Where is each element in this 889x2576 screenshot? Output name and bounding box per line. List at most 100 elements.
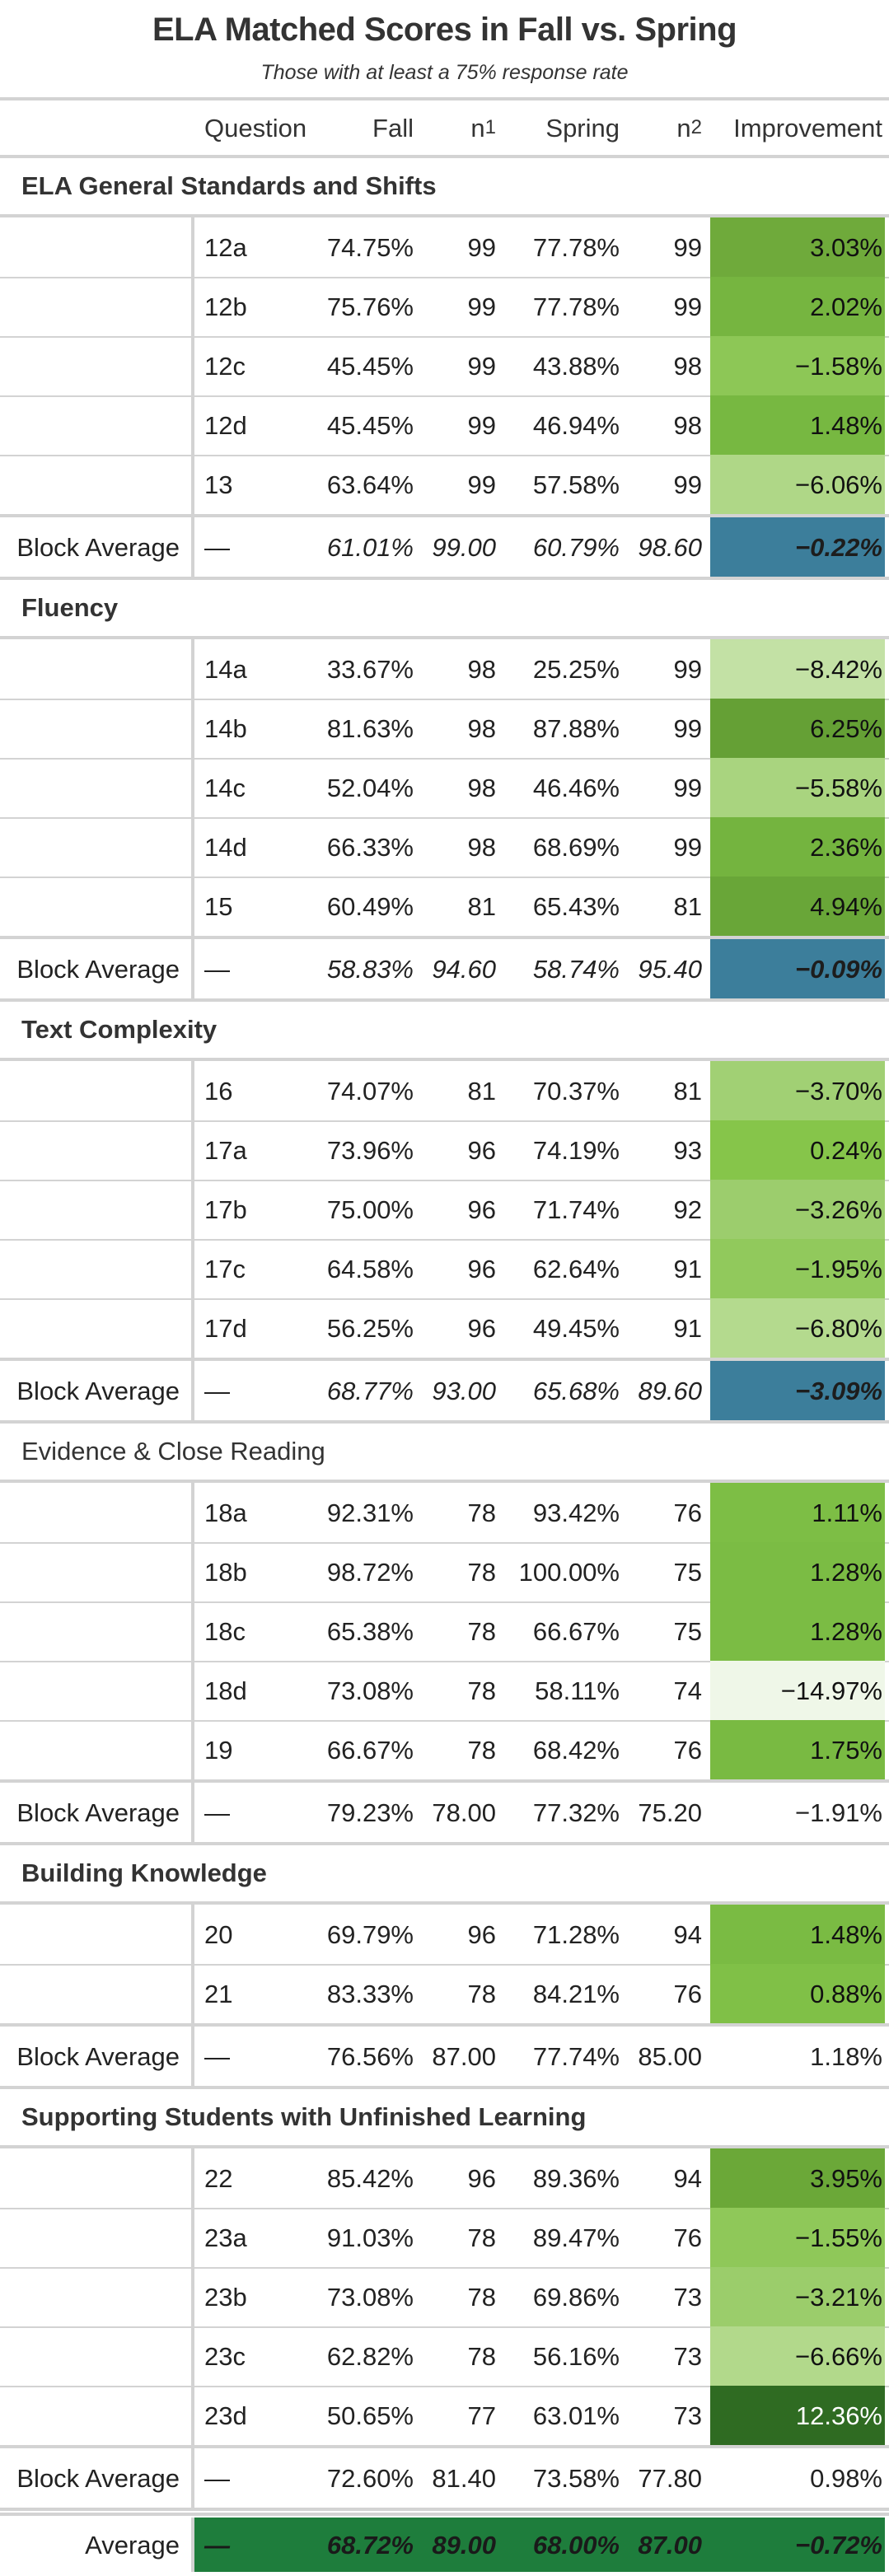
fall-cell: 66.67% bbox=[326, 1735, 414, 1765]
column-separator bbox=[191, 2148, 194, 2508]
improvement-cell: −6.80% bbox=[794, 1313, 882, 1343]
group-title: Text Complexity bbox=[21, 1015, 218, 1044]
n1-cell: 98 bbox=[467, 654, 496, 684]
improvement-cell: −3.26% bbox=[794, 1194, 882, 1224]
improvement-cell: −3.70% bbox=[794, 1076, 882, 1106]
group-title-rule bbox=[0, 1058, 889, 1061]
improvement-cell-bg bbox=[710, 699, 885, 758]
fall-cell: 52.04% bbox=[326, 773, 414, 802]
row-divider bbox=[0, 2208, 889, 2209]
improvement-cell: −6.06% bbox=[794, 470, 882, 499]
block-average-dash: — bbox=[204, 1798, 230, 1827]
n1-cell: 78 bbox=[467, 1735, 496, 1765]
fall-cell: 98.72% bbox=[326, 1557, 414, 1587]
question-cell: 15 bbox=[204, 891, 233, 921]
block-average-dash: — bbox=[204, 2041, 230, 2071]
row-divider bbox=[0, 1298, 889, 1300]
improvement-cell-bg bbox=[710, 1964, 885, 2023]
improvement-cell-bg bbox=[710, 455, 885, 514]
n1-cell: 78 bbox=[467, 1676, 496, 1705]
n2-cell: 99 bbox=[673, 292, 702, 321]
improvement-cell-bg bbox=[710, 1601, 885, 1661]
improvement-cell: 3.03% bbox=[810, 232, 882, 262]
block-average-dash: — bbox=[204, 2463, 230, 2493]
block-average-n1: 93.00 bbox=[432, 1376, 496, 1405]
block-average-rule bbox=[0, 2023, 889, 2027]
fall-cell: 65.38% bbox=[326, 1616, 414, 1646]
question-cell: 16 bbox=[204, 1076, 233, 1106]
column-separator bbox=[191, 1905, 194, 2086]
row-divider bbox=[0, 758, 889, 760]
block-bottom-rule bbox=[0, 577, 889, 580]
row-divider bbox=[0, 395, 889, 397]
improvement-cell: 1.28% bbox=[810, 1557, 882, 1587]
spring-cell: 56.16% bbox=[532, 2341, 620, 2371]
block-average-dash: — bbox=[204, 532, 230, 562]
improvement-cell-bg bbox=[710, 2386, 885, 2445]
group-title: Supporting Students with Unfinished Lear… bbox=[21, 2102, 587, 2131]
row-divider bbox=[0, 455, 889, 456]
n1-cell: 99 bbox=[467, 232, 496, 262]
block-average-improvement-bg bbox=[710, 939, 885, 998]
n1-cell: 81 bbox=[467, 891, 496, 921]
row-divider bbox=[0, 817, 889, 819]
n2-cell: 81 bbox=[673, 1076, 702, 1106]
question-cell: 23d bbox=[204, 2401, 247, 2430]
header-spring: Spring bbox=[545, 113, 620, 143]
grand-average-label: Average bbox=[85, 2530, 180, 2560]
question-cell: 17d bbox=[204, 1313, 247, 1343]
n2-cell: 73 bbox=[673, 2341, 702, 2371]
question-cell: 18b bbox=[204, 1557, 247, 1587]
block-average-improvement-bg bbox=[710, 1783, 885, 1842]
block-average-n1: 87.00 bbox=[432, 2041, 496, 2071]
n2-cell: 99 bbox=[673, 654, 702, 684]
n2-cell: 76 bbox=[673, 1979, 702, 2008]
block-average-label: Block Average bbox=[16, 2041, 180, 2071]
row-divider bbox=[0, 1120, 889, 1122]
spring-cell: 68.69% bbox=[532, 832, 620, 862]
n1-cell: 78 bbox=[467, 2341, 496, 2371]
fall-cell: 74.07% bbox=[326, 1076, 414, 1106]
spring-cell: 68.42% bbox=[532, 1735, 620, 1765]
group-title-rule bbox=[0, 636, 889, 639]
block-bottom-rule bbox=[0, 998, 889, 1002]
spring-cell: 93.42% bbox=[532, 1498, 620, 1527]
fall-cell: 73.96% bbox=[326, 1135, 414, 1165]
row-divider bbox=[0, 877, 889, 878]
spring-cell: 46.94% bbox=[532, 410, 620, 440]
improvement-cell: 1.11% bbox=[812, 1498, 882, 1527]
n1-cell: 77 bbox=[467, 2401, 496, 2430]
fall-cell: 45.45% bbox=[326, 351, 414, 381]
spring-cell: 74.19% bbox=[532, 1135, 620, 1165]
n2-cell: 75 bbox=[673, 1616, 702, 1646]
fall-cell: 83.33% bbox=[326, 1979, 414, 2008]
question-cell: 12c bbox=[204, 351, 246, 381]
improvement-cell: 4.94% bbox=[810, 891, 882, 921]
column-separator bbox=[191, 1061, 194, 1420]
n2-cell: 76 bbox=[673, 2223, 702, 2252]
spring-cell: 77.78% bbox=[532, 232, 620, 262]
column-separator bbox=[191, 639, 194, 998]
block-average-n1: 94.60 bbox=[432, 954, 496, 984]
question-cell: 13 bbox=[204, 470, 233, 499]
fall-cell: 73.08% bbox=[326, 2282, 414, 2312]
question-cell: 17c bbox=[204, 1254, 246, 1283]
improvement-cell-bg bbox=[710, 817, 885, 877]
improvement-cell-bg bbox=[710, 2326, 885, 2386]
table-title: ELA Matched Scores in Fall vs. Spring bbox=[152, 12, 737, 48]
group-title-rule bbox=[0, 1901, 889, 1905]
n2-cell: 94 bbox=[673, 2163, 702, 2193]
question-cell: 12d bbox=[204, 410, 247, 440]
grand-average-n1: 89.00 bbox=[432, 2530, 496, 2560]
n1-cell: 96 bbox=[467, 1254, 496, 1283]
n2-cell: 99 bbox=[673, 832, 702, 862]
improvement-cell: 3.95% bbox=[810, 2163, 882, 2193]
block-average-n1: 81.40 bbox=[432, 2463, 496, 2493]
row-divider bbox=[0, 1180, 889, 1181]
n2-cell: 76 bbox=[673, 1498, 702, 1527]
question-cell: 22 bbox=[204, 2163, 233, 2193]
block-average-spring: 77.32% bbox=[532, 1798, 620, 1827]
spring-cell: 46.46% bbox=[532, 773, 620, 802]
block-average-rule bbox=[0, 936, 889, 939]
block-average-n2: 85.00 bbox=[638, 2041, 702, 2071]
